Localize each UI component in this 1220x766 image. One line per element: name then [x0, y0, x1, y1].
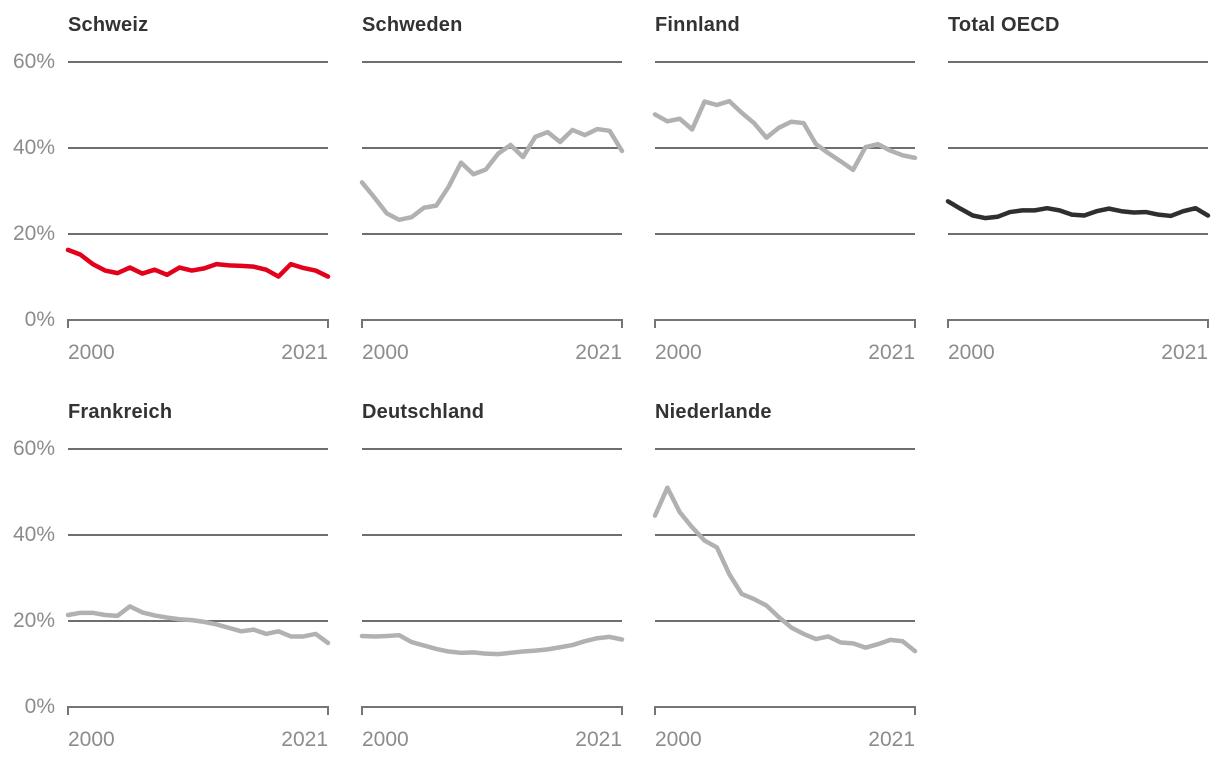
line-chart-finnland [652, 61, 918, 328]
x-tick-label-start: 2000 [655, 341, 702, 364]
x-tick-label-start: 2000 [68, 341, 115, 364]
y-tick-label-0: 0% [24, 308, 55, 331]
line-chart-frankreich [65, 448, 331, 715]
y-tick-label-0: 0% [24, 695, 55, 718]
x-axis-labels: 2000 2021 [655, 727, 915, 753]
series-line [65, 604, 331, 646]
x-axis-labels: 2000 2021 [68, 340, 328, 366]
x-tick-label-end: 2021 [868, 341, 915, 364]
series-line [359, 126, 625, 223]
x-tick-label-start: 2000 [68, 728, 115, 751]
x-axis-line [361, 706, 623, 715]
line-chart-niederlande [652, 448, 918, 715]
x-axis-line [67, 706, 329, 715]
x-tick-label-start: 2000 [362, 341, 409, 364]
series-line [945, 199, 1211, 221]
x-tick-label-end: 2021 [868, 728, 915, 751]
x-tick-label-end: 2021 [1161, 341, 1208, 364]
y-tick-label-40: 40% [12, 136, 55, 159]
series-line [652, 485, 918, 654]
chart-title-schweden: Schweden [362, 14, 463, 36]
series-line [65, 247, 331, 279]
chart-panel-schweden: Schweden 2000 2021 [359, 12, 625, 394]
chart-panel-frankreich: Frankreich 60% 40% 20% 0% 2000 2021 [13, 399, 331, 766]
line-chart-total-oecd [945, 61, 1211, 328]
series-line [652, 98, 918, 173]
x-axis-labels: 2000 2021 [68, 727, 328, 753]
chart-title-total-oecd: Total OECD [948, 14, 1060, 36]
x-axis-labels: 2000 2021 [948, 340, 1208, 366]
x-axis-labels: 2000 2021 [362, 340, 622, 366]
chart-title-schweiz: Schweiz [68, 14, 149, 36]
chart-panel-niederlande: Niederlande 2000 2021 [652, 399, 918, 766]
x-tick-label-start: 2000 [948, 341, 995, 364]
line-chart-deutschland [359, 448, 625, 715]
chart-panel-deutschland: Deutschland 2000 2021 [359, 399, 625, 766]
x-tick-label-end: 2021 [575, 341, 622, 364]
x-tick-label-start: 2000 [362, 728, 409, 751]
chart-panel-total-oecd: Total OECD 2000 2021 [945, 12, 1211, 394]
x-axis-line [67, 319, 329, 328]
line-chart-schweiz [65, 61, 331, 328]
x-axis-line [361, 319, 623, 328]
x-axis-line [654, 319, 916, 328]
x-tick-label-end: 2021 [281, 728, 328, 751]
y-tick-label-60: 60% [12, 50, 55, 73]
x-axis-labels: 2000 2021 [655, 340, 915, 366]
x-axis-line [654, 706, 916, 715]
y-tick-label-20: 20% [12, 222, 55, 245]
chart-title-finnland: Finnland [655, 14, 740, 36]
x-tick-label-end: 2021 [281, 341, 328, 364]
chart-title-niederlande: Niederlande [655, 401, 772, 423]
chart-panel-finnland: Finnland 2000 2021 [652, 12, 918, 394]
y-tick-label-20: 20% [12, 609, 55, 632]
x-axis-labels: 2000 2021 [362, 727, 622, 753]
chart-title-frankreich: Frankreich [68, 401, 173, 423]
y-tick-label-60: 60% [12, 437, 55, 460]
x-tick-label-start: 2000 [655, 728, 702, 751]
x-axis-line [947, 319, 1209, 328]
y-tick-label-40: 40% [12, 523, 55, 546]
x-tick-label-end: 2021 [575, 728, 622, 751]
series-line [359, 632, 625, 657]
chart-panel-schweiz: Schweiz 60% 40% 20% 0% 2000 2021 [13, 12, 331, 394]
line-chart-schweden [359, 61, 625, 328]
chart-title-deutschland: Deutschland [362, 401, 485, 423]
